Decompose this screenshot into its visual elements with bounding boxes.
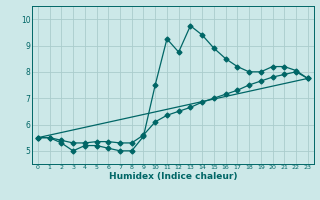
X-axis label: Humidex (Indice chaleur): Humidex (Indice chaleur) (108, 172, 237, 181)
